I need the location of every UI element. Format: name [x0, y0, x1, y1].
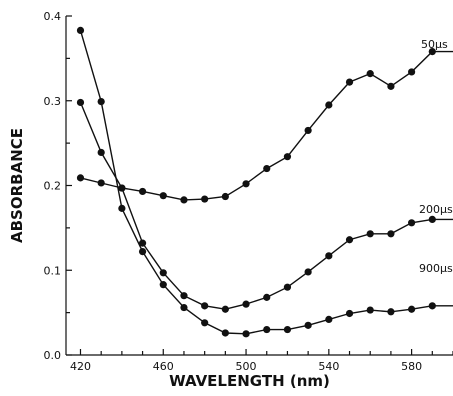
data-point: [97, 179, 105, 187]
data-point: [263, 293, 271, 301]
x-tick-label: 460: [153, 360, 174, 373]
x-axis-ticks: 420 460 500 540 580: [70, 349, 453, 373]
series-1: [76, 47, 453, 204]
data-point: [304, 321, 312, 329]
x-tick-label: 580: [401, 360, 422, 373]
y-tick-label: 0.3: [44, 95, 62, 108]
data-point: [221, 305, 229, 313]
data-point: [428, 302, 436, 310]
data-point: [180, 303, 188, 312]
data-point: [325, 252, 333, 260]
data-point: [201, 319, 209, 327]
data-point: [242, 330, 250, 338]
x-axis-title: WAVELENGTH (nm): [169, 372, 330, 390]
series-layer: [76, 26, 453, 338]
series-line: [79, 30, 453, 335]
data-point: [387, 82, 395, 90]
data-point: [221, 329, 229, 337]
data-point: [118, 184, 126, 192]
x-tick-label: 500: [236, 360, 257, 373]
series-label: 900μs: [419, 262, 453, 275]
data-point: [304, 268, 312, 276]
y-axis-title: ABSORBANCE: [8, 128, 26, 243]
data-point: [242, 300, 250, 308]
data-point: [283, 325, 292, 334]
data-point: [76, 26, 85, 35]
series-line: [79, 102, 453, 310]
data-point: [366, 306, 374, 314]
data-point: [428, 215, 436, 223]
data-point: [221, 192, 229, 201]
series-line: [80, 50, 453, 201]
data-point: [408, 68, 416, 76]
data-point: [345, 309, 354, 318]
data-point: [263, 164, 271, 173]
data-point: [325, 101, 333, 109]
data-point: [201, 302, 209, 310]
y-tick-label: 0.1: [44, 264, 62, 277]
data-point: [201, 195, 209, 203]
data-point: [180, 292, 188, 300]
series-3: [76, 26, 453, 338]
data-point: [304, 126, 312, 135]
y-axis-ticks: 0.0 0.1 0.2 0.3 0.4: [44, 10, 72, 362]
data-point: [263, 325, 271, 334]
data-point: [138, 248, 147, 256]
data-point: [408, 305, 416, 313]
data-point: [366, 230, 374, 238]
data-point: [118, 204, 126, 212]
data-point: [283, 283, 292, 291]
data-point: [345, 236, 354, 244]
data-point: [159, 281, 167, 289]
x-tick-label: 540: [318, 360, 339, 373]
series-2: [76, 98, 453, 313]
y-tick-label: 0.4: [44, 10, 62, 23]
data-point: [159, 192, 167, 200]
x-tick-label: 420: [70, 360, 91, 373]
data-point: [180, 196, 188, 204]
y-tick-label: 0.0: [44, 349, 62, 362]
series-label: 200μs: [419, 203, 453, 216]
data-point: [366, 70, 374, 78]
data-point: [76, 174, 85, 182]
data-point: [76, 98, 85, 107]
data-point: [283, 153, 292, 161]
data-point: [387, 230, 395, 238]
data-point: [387, 308, 395, 316]
data-point: [242, 180, 250, 188]
data-point: [345, 78, 354, 86]
data-point: [408, 219, 416, 227]
data-point: [159, 269, 167, 277]
data-point: [325, 315, 333, 324]
data-point: [138, 187, 147, 196]
series-labels: 50μs 200μs 900μs: [419, 38, 453, 275]
y-tick-label: 0.2: [44, 180, 62, 193]
data-point: [428, 47, 436, 56]
data-point: [97, 97, 105, 106]
series-label: 50μs: [421, 38, 448, 51]
data-point: [97, 148, 105, 157]
data-point: [138, 239, 147, 247]
